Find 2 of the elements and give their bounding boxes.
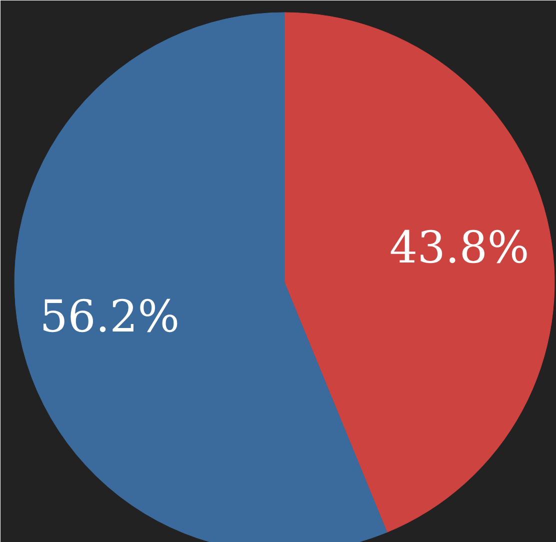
data-label: 56.2%: [40, 291, 180, 342]
data-label: 43.8%: [389, 222, 530, 274]
